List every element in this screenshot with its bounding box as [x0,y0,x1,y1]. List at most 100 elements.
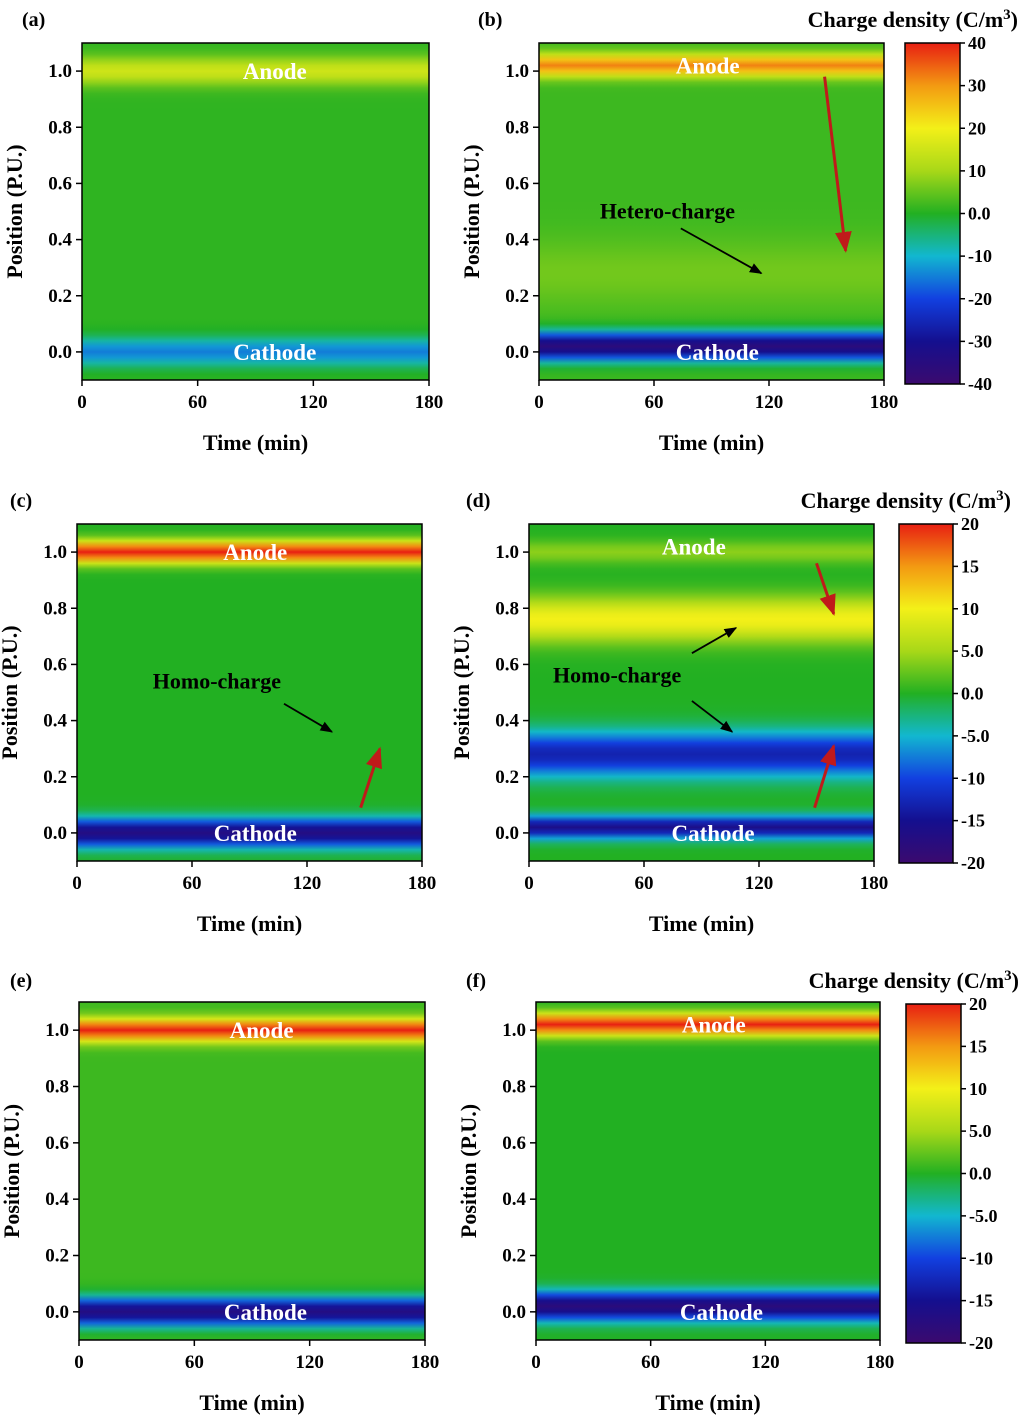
anode-label: Anode [223,540,287,565]
x-axis-title: Time (min) [199,1390,304,1415]
colorbar-tick-label: -20 [969,1333,993,1353]
y-axis-title: Position (P.U.) [0,1104,24,1238]
annotation-label: Homo-charge [153,668,282,693]
y-tick-label: 1.0 [502,1020,526,1041]
y-tick-label: 1.0 [43,542,67,563]
colorbar-tick-label: -10 [968,246,992,266]
y-tick-label: 0.6 [495,654,519,675]
anode-label: Anode [662,534,726,559]
x-tick-label: 60 [188,392,207,413]
x-tick-label: 60 [183,873,202,894]
y-tick-label: 0.6 [48,173,72,194]
colorbar [898,523,954,864]
plot-frame [535,1001,881,1341]
x-tick-label: 60 [645,392,664,413]
black-arrow [283,702,334,733]
y-tick-label: 0.8 [495,598,519,619]
y-tick-label: 0.0 [45,1302,69,1323]
red-arrow [815,562,836,616]
y-axis-title: Position (P.U.) [0,625,22,759]
y-axis-title: Position (P.U.) [2,144,27,278]
panel-e: (e) 0 60 120 180 0.0 0.2 0.4 0.6 0.8 1.0 Time (min)… [0,970,439,1415]
colorbar-tick-label: 0.0 [961,684,984,704]
y-tick-label: 0.4 [505,230,529,251]
colorbar-tick-label: -15 [969,1291,993,1311]
colorbar-tick-label: 20 [968,118,986,138]
y-tick-label: 0.8 [43,598,67,619]
x-axis-title: Time (min) [649,911,754,936]
red-arrow [823,76,852,253]
colorbar-tick-label: -10 [969,1248,993,1268]
y-tick-label: 0.6 [502,1133,526,1154]
x-axis-title: Time (min) [197,911,302,936]
panel-f: (f) 0 60 120 180 0.0 0.2 0.4 0.6 0.8 1.0 Time (min)… [456,968,1019,1415]
cathode-label: Cathode [676,340,759,365]
y-tick-label: 0.0 [502,1302,526,1323]
colorbar-tick-label: -15 [961,811,985,831]
colorbar-tick-label: 5.0 [961,641,984,661]
x-tick-label: 0 [524,873,534,894]
heatmap-field [77,524,422,861]
heatmap-field [82,43,429,380]
y-tick-label: 0.6 [505,173,529,194]
colorbar-tick-label: 20 [961,514,979,534]
anode-label: Anode [243,59,307,84]
x-tick-label: 60 [635,873,654,894]
cathode-label: Cathode [224,1300,307,1325]
colorbar-tick-label: 40 [968,33,986,53]
black-arrow [691,700,734,733]
panel-b: (b) 0 60 120 180 0.0 0.2 0.4 0.6 0.8 1.0 Time (min)… [459,7,1018,455]
colorbar-title-sup: 3 [1003,7,1011,23]
y-tick-label: 0.6 [45,1133,69,1154]
y-tick-label: 0.8 [45,1077,69,1098]
y-tick-label: 1.0 [48,61,72,82]
colorbar-title: Charge density (C/m3) [809,968,1019,993]
colorbar-title-sup: 3 [996,488,1004,504]
red-arrow [359,746,382,809]
colorbar-title-end: ) [1011,7,1018,32]
y-tick-label: 0.4 [502,1189,526,1210]
x-tick-label: 0 [77,392,87,413]
x-tick-label: 180 [415,392,444,413]
colorbar-tick-label: 10 [961,599,979,619]
x-tick-label: 180 [860,873,889,894]
y-tick-label: 0.2 [45,1246,69,1267]
colorbar-title-main: Charge density (C/m [801,488,997,513]
colorbar-tick-label: 5.0 [969,1121,992,1141]
y-tick-label: 0.8 [48,117,72,138]
colorbar-tick-label: 10 [969,1079,987,1099]
colorbar [904,42,961,385]
x-tick-label: 180 [870,392,899,413]
x-tick-label: 120 [295,1352,324,1373]
y-axis-title: Position (P.U.) [449,625,474,759]
panel-c: (c) 0 60 120 180 0.0 0.2 0.4 0.6 0.8 1.0 Time (min)… [0,490,436,936]
y-axis-title: Position (P.U.) [456,1104,481,1238]
x-tick-label: 120 [745,873,774,894]
panel-letter: (e) [10,970,32,992]
y-tick-label: 0.2 [505,286,529,307]
colorbar-tick-label: -5.0 [961,726,990,746]
black-arrow [691,627,738,654]
x-tick-label: 0 [531,1352,541,1373]
colorbar-title: Charge density (C/m3) [808,7,1018,32]
x-tick-label: 60 [641,1352,660,1373]
x-tick-label: 180 [866,1352,895,1373]
colorbar-title-end: ) [1012,968,1019,993]
cathode-label: Cathode [214,821,297,846]
plot-frame [78,1001,426,1341]
colorbar-tick-label: 30 [968,76,986,96]
colorbar-tick-label: -40 [968,374,992,394]
cathode-label: Cathode [680,1300,763,1325]
y-tick-label: 0.2 [48,286,72,307]
colorbar-tick-label: 10 [968,161,986,181]
x-tick-label: 180 [408,873,437,894]
y-tick-label: 0.4 [495,711,519,732]
colorbar-tick-label: 0.0 [968,204,991,224]
plot-frame [76,523,423,862]
y-tick-label: 0.4 [43,711,67,732]
colorbar-title-sup: 3 [1004,968,1012,984]
y-tick-label: 1.0 [505,61,529,82]
colorbar-title-end: ) [1004,488,1011,513]
y-tick-label: 0.0 [505,342,529,363]
